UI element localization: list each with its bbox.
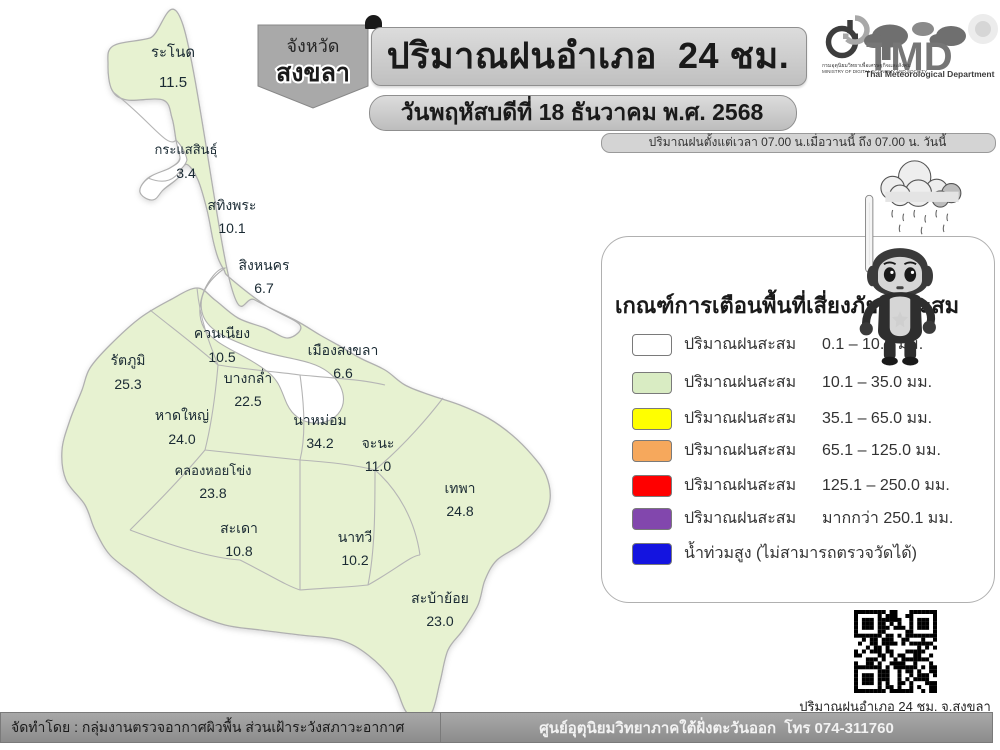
svg-text:25.3: 25.3 (114, 376, 141, 392)
svg-text:10.8: 10.8 (225, 543, 252, 559)
svg-text:22.5: 22.5 (234, 393, 261, 409)
svg-text:6.7: 6.7 (254, 280, 274, 296)
svg-text:จะนะ: จะนะ (362, 435, 395, 451)
svg-text:สะเดา: สะเดา (220, 520, 258, 536)
svg-text:กรมอุตุนิยมวิทยาเพื่อเศรษฐกิจแ: กรมอุตุนิยมวิทยาเพื่อเศรษฐกิจและสังคม (822, 62, 911, 69)
svg-text:บางกล่ำ: บางกล่ำ (224, 369, 273, 386)
svg-text:3.4: 3.4 (176, 165, 196, 181)
svg-text:23.8: 23.8 (199, 485, 226, 501)
svg-text:คลองหอยโข่ง: คลองหอยโข่ง (174, 463, 251, 478)
svg-text:สิงหนคร: สิงหนคร (238, 257, 290, 273)
svg-text:10.2: 10.2 (341, 552, 368, 568)
svg-text:24.8: 24.8 (446, 503, 473, 519)
svg-text:23.0: 23.0 (426, 613, 453, 629)
svg-text:34.2: 34.2 (306, 435, 333, 451)
svg-text:นาทวี: นาทวี (338, 529, 373, 545)
svg-text:สะบ้าย้อย: สะบ้าย้อย (411, 590, 469, 606)
svg-text:ระโนด: ระโนด (151, 43, 195, 61)
svg-text:รัตภูมิ: รัตภูมิ (110, 352, 145, 369)
svg-text:ควนเนียง: ควนเนียง (194, 325, 250, 341)
svg-text:สทิงพระ: สทิงพระ (208, 197, 257, 213)
svg-text:6.6: 6.6 (333, 365, 353, 381)
svg-text:11.5: 11.5 (159, 74, 187, 91)
svg-text:10.5: 10.5 (208, 349, 235, 365)
svg-text:หาดใหญ่: หาดใหญ่ (155, 407, 209, 423)
svg-text:24.0: 24.0 (168, 431, 195, 447)
svg-text:11.0: 11.0 (365, 458, 391, 474)
svg-text:เมืองสงขลา: เมืองสงขลา (308, 342, 379, 358)
svg-text:กระแสสินธุ์: กระแสสินธุ์ (155, 142, 218, 158)
svg-text:นาหม่อม: นาหม่อม (293, 412, 347, 428)
svg-text:MINISTRY OF DIGITAL ECONOMY AN: MINISTRY OF DIGITAL ECONOMY AND SOCIETY (822, 69, 927, 74)
svg-text:10.1: 10.1 (218, 220, 245, 236)
svg-text:เทพา: เทพา (444, 480, 475, 496)
